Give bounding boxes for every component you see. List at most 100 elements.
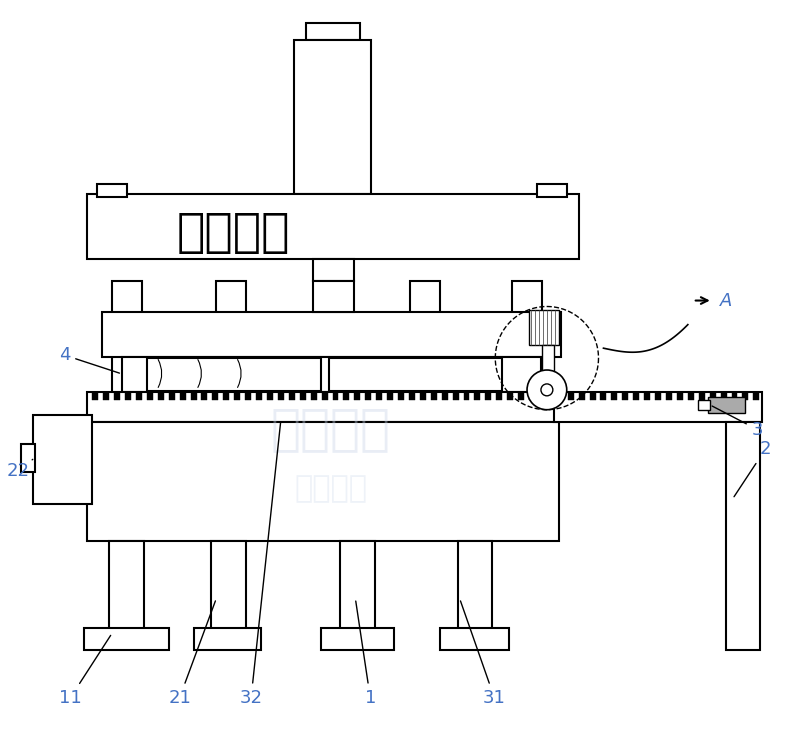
Bar [655,392,661,400]
Bar [112,280,142,455]
Bar [622,392,628,400]
Text: 3: 3 [712,406,763,438]
Bar [354,392,360,400]
Bar [409,392,415,400]
Bar [122,357,541,392]
Bar [611,392,618,400]
Bar [453,392,458,400]
Bar [109,541,144,640]
Bar [87,194,578,259]
Bar [84,628,169,650]
Circle shape [527,370,566,410]
Bar [366,392,371,400]
Bar [343,392,350,400]
Text: 22: 22 [6,459,33,481]
Bar [98,185,127,197]
Bar [698,400,710,410]
Bar [557,392,562,400]
Bar [33,414,92,504]
Bar [329,358,502,391]
Bar [310,392,317,400]
Bar [578,392,585,400]
Bar [754,392,759,400]
Bar [420,392,426,400]
Bar [223,392,230,400]
Text: 4: 4 [58,346,119,373]
Bar [194,628,261,650]
Bar [125,392,131,400]
Text: 沃达重工: 沃达重工 [294,475,367,504]
Bar [202,392,207,400]
Bar [410,280,440,455]
Bar [430,392,437,400]
Bar [440,628,509,650]
Text: 2: 2 [734,440,771,497]
Bar [644,392,650,400]
Bar [529,310,559,345]
Bar [92,392,98,400]
Bar [158,392,164,400]
Text: 32: 32 [240,423,281,707]
Bar [300,392,306,400]
Circle shape [541,384,553,396]
Bar [496,392,502,400]
Bar [458,541,492,640]
Bar [512,280,542,455]
Bar [102,312,561,357]
Text: A: A [719,292,732,310]
Bar [114,392,120,400]
Bar [518,392,524,400]
Bar [313,280,354,312]
Bar [21,444,34,472]
Text: 1: 1 [356,601,376,707]
Bar [211,541,246,640]
Bar [463,392,470,400]
Bar [322,392,327,400]
Text: 11: 11 [59,635,110,707]
Bar [306,22,360,40]
Bar [147,392,153,400]
Bar [180,392,186,400]
Bar [169,392,174,400]
Bar [234,392,240,400]
Bar [474,392,480,400]
Text: 21: 21 [168,601,215,707]
Bar [313,259,354,280]
Bar [537,185,566,197]
Text: 31: 31 [461,601,506,707]
Bar [554,392,762,422]
Bar [486,392,491,400]
Bar [677,392,683,400]
Bar [294,40,371,194]
Bar [398,392,404,400]
Bar [529,392,535,400]
Bar [726,422,760,650]
Bar [216,280,246,455]
Text: 沃达重工: 沃达重工 [270,405,390,454]
Bar [688,392,694,400]
Bar [87,392,559,422]
Bar [590,392,595,400]
Bar [190,392,197,400]
Bar [601,392,606,400]
Bar [341,541,375,640]
Bar [103,392,109,400]
Bar [542,345,554,383]
Bar [256,392,262,400]
Text: 沃达重工: 沃达重工 [177,211,290,255]
Bar [136,392,142,400]
Bar [708,397,746,413]
Bar [507,392,513,400]
Bar [666,392,672,400]
Bar [147,358,321,391]
Bar [710,392,716,400]
Bar [245,392,251,400]
Bar [267,392,273,400]
Bar [387,392,393,400]
Bar [333,392,338,400]
Bar [540,392,546,400]
Bar [87,422,559,541]
Bar [731,392,738,400]
Bar [568,392,574,400]
Bar [442,392,448,400]
